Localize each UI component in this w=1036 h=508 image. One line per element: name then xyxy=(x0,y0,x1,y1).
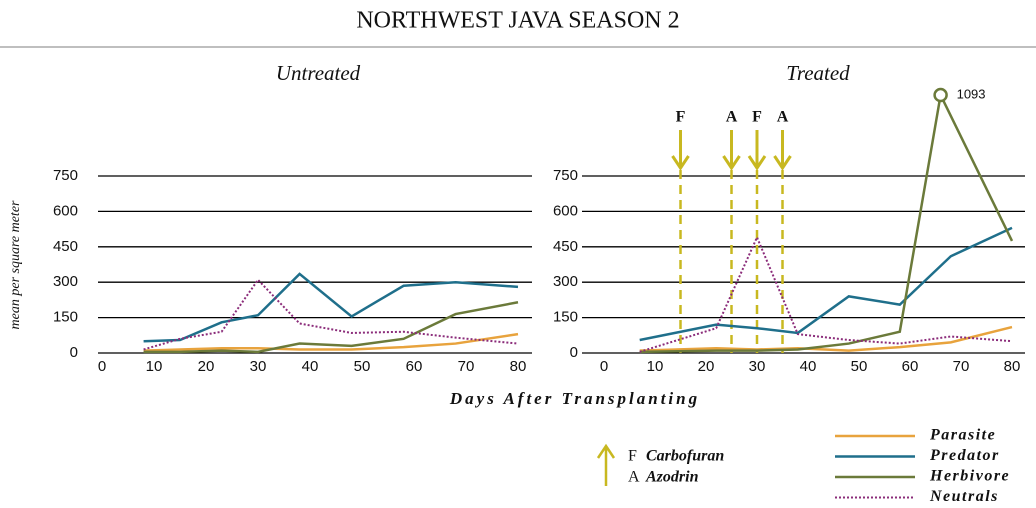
series-line xyxy=(639,325,1013,352)
x-tick-label: 10 xyxy=(146,358,163,375)
treatment-name: Carbofuran xyxy=(646,448,724,465)
y-tick-label: 0 xyxy=(570,344,578,361)
y-tick-label: 750 xyxy=(53,167,78,184)
x-tick-label: 40 xyxy=(302,358,319,375)
x-tick-label: 60 xyxy=(406,358,423,375)
legend-label: Herbivore xyxy=(929,468,1010,485)
x-tick-label: 20 xyxy=(698,358,715,375)
treatment-label: A xyxy=(777,109,789,126)
legend-label: Predator xyxy=(929,447,1000,464)
x-tick-label: 30 xyxy=(749,358,766,375)
y-tick-label: 450 xyxy=(53,238,78,255)
x-tick-label: 0 xyxy=(600,358,608,375)
panel-subtitle: Untreated xyxy=(276,61,361,85)
series-line xyxy=(639,91,1014,354)
x-tick-label: 40 xyxy=(800,358,817,375)
x-tick-label: 70 xyxy=(953,358,970,375)
series-line xyxy=(143,272,519,343)
y-axis-label: mean per square meter xyxy=(8,200,23,330)
legend-label: Neutrals xyxy=(929,488,999,505)
y-tick-label: 750 xyxy=(553,167,578,184)
x-tick-label: 0 xyxy=(98,358,106,375)
x-tick-label: 80 xyxy=(510,358,527,375)
y-tick-label: 150 xyxy=(53,309,78,326)
treatment-arrow xyxy=(773,130,792,171)
treatment-arrow xyxy=(722,130,741,171)
x-axis-label: Days After Transplanting xyxy=(449,389,700,408)
panel-subtitle: Treated xyxy=(786,61,850,85)
series-line xyxy=(143,332,519,352)
y-tick-label: 300 xyxy=(553,273,578,290)
series-line xyxy=(143,301,519,354)
x-tick-label: 10 xyxy=(647,358,664,375)
y-tick-label: 450 xyxy=(553,238,578,255)
treatment-code: F xyxy=(628,448,637,465)
y-tick-label: 600 xyxy=(53,202,78,219)
x-tick-label: 80 xyxy=(1004,358,1021,375)
series-line xyxy=(143,278,519,351)
page-title: NORTHWEST JAVA SEASON 2 xyxy=(356,8,679,34)
y-tick-label: 300 xyxy=(53,273,78,290)
treatment-label: F xyxy=(676,109,686,126)
treatment-name: Azodrin xyxy=(645,469,699,486)
data-label: 1093 xyxy=(957,86,986,101)
x-tick-label: 20 xyxy=(198,358,215,375)
y-tick-label: 0 xyxy=(70,344,78,361)
x-tick-label: 60 xyxy=(902,358,919,375)
y-tick-label: 600 xyxy=(553,202,578,219)
treatment-arrow xyxy=(671,130,690,171)
treatment-label: A xyxy=(726,109,738,126)
x-tick-label: 30 xyxy=(250,358,267,375)
legend-arrow xyxy=(596,443,616,486)
series-line xyxy=(639,234,1013,353)
x-tick-label: 50 xyxy=(354,358,371,375)
treatment-label: F xyxy=(752,109,762,126)
legend-label: Parasite xyxy=(929,427,996,444)
y-tick-label: 150 xyxy=(553,309,578,326)
series-line xyxy=(639,226,1013,342)
x-tick-label: 50 xyxy=(851,358,868,375)
point-marker xyxy=(933,87,948,103)
x-tick-label: 70 xyxy=(458,358,475,375)
treatment-arrow xyxy=(747,130,767,171)
treatment-code: A xyxy=(628,469,640,486)
